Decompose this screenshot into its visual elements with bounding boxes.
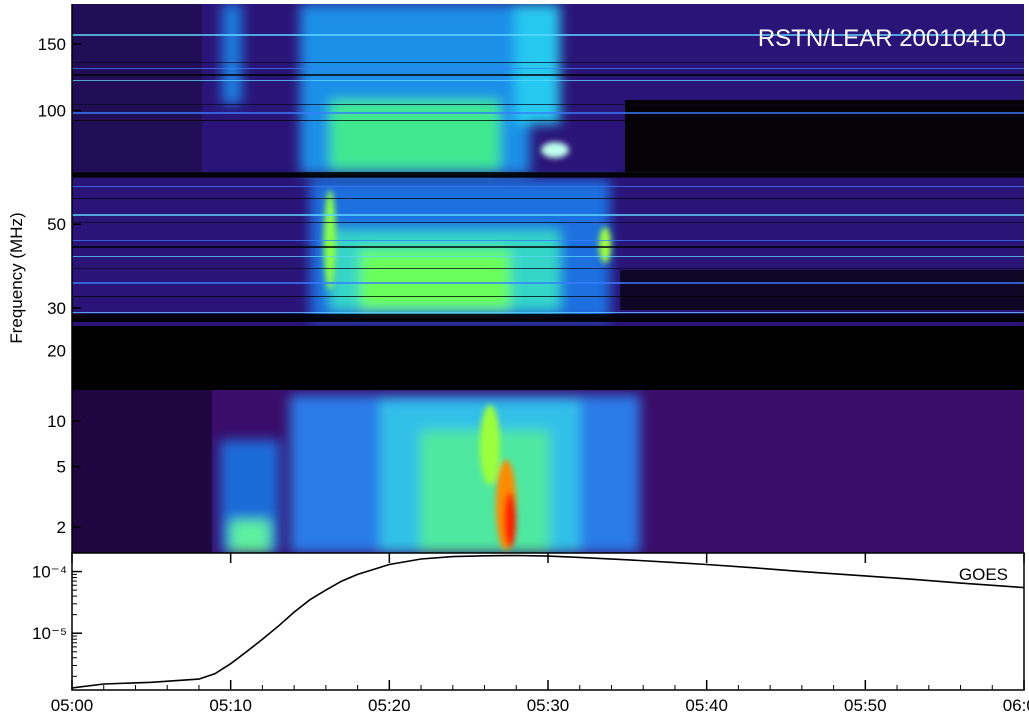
emission-core: [541, 142, 569, 158]
goes-series-label: GOES: [959, 565, 1008, 584]
interference-line: [72, 112, 1024, 114]
y-tick-label: 150: [38, 35, 66, 54]
interference-line: [72, 314, 1024, 322]
interference-line: [72, 120, 1024, 121]
interference-line: [72, 186, 1024, 187]
interference-line: [72, 256, 1024, 257]
interference-line: [72, 104, 1024, 105]
interference-line: [72, 198, 1024, 199]
emission-blob: [230, 520, 270, 553]
x-tick-label: 06:00: [1003, 696, 1029, 715]
interference-line: [72, 34, 1024, 36]
emission-core: [599, 227, 611, 263]
interference-line: [72, 74, 1024, 76]
spectrogram-panel: RSTN/LEAR 20010410: [72, 4, 1024, 553]
dark-region: [620, 270, 1024, 310]
frequency-axis-label: Frequency (MHz): [7, 212, 26, 343]
interference-line: [72, 68, 1024, 69]
y-tick-label: 20: [47, 342, 66, 361]
interference-line: [72, 240, 1024, 241]
y-tick-label: 5: [57, 458, 66, 477]
interference-line: [72, 268, 1024, 269]
interference-line: [72, 214, 1024, 216]
emission-blob: [515, 4, 560, 124]
x-tick-label: 05:20: [368, 696, 411, 715]
interference-lines: [72, 34, 1024, 322]
interference-line: [72, 282, 1024, 284]
y-tick-label: 2: [57, 518, 66, 537]
goes-flux-line: [72, 554, 1024, 689]
goes-y-tick-label: 10⁻⁵: [32, 624, 67, 643]
emission-blob: [360, 250, 510, 310]
dark-region: [72, 390, 212, 553]
x-tick-label: 05:30: [527, 696, 570, 715]
x-tick-label: 05:10: [209, 696, 252, 715]
emission-blob: [330, 100, 500, 170]
interference-line: [72, 246, 1024, 248]
dark-region: [625, 100, 1024, 175]
interference-line: [72, 172, 1024, 177]
y-tick-label: 100: [38, 102, 66, 121]
y-tick-label: 30: [47, 299, 66, 318]
y-tick-label: 10: [47, 412, 66, 431]
x-tick-label: 05:50: [844, 696, 887, 715]
emission-core: [480, 405, 500, 485]
data-gap-band: [72, 326, 1024, 390]
interference-line: [72, 296, 1024, 297]
interference-line: [72, 80, 1024, 81]
spectrogram-axes: 150 100 50 30 20 10 5 2 Frequency (MHz): [7, 4, 81, 553]
emission-core: [504, 492, 516, 548]
y-tick-label: 50: [47, 215, 66, 234]
x-tick-label: 05:00: [51, 696, 94, 715]
goes-plot-frame: [71, 552, 1025, 691]
interference-line: [72, 312, 1024, 313]
goes-panel: 10⁻⁴ 10⁻⁵ 05:00 05:10 05:20 05:30 05:40 05:50 0…: [32, 552, 1029, 715]
interference-line: [72, 222, 1024, 223]
dark-region: [72, 4, 202, 174]
x-tick-label: 05:40: [685, 696, 728, 715]
goes-y-tick-label: 10⁻⁴: [32, 563, 67, 582]
interference-line: [72, 62, 1024, 63]
spectrogram-title: RSTN/LEAR 20010410: [758, 25, 1006, 52]
emission-blob: [222, 4, 242, 104]
